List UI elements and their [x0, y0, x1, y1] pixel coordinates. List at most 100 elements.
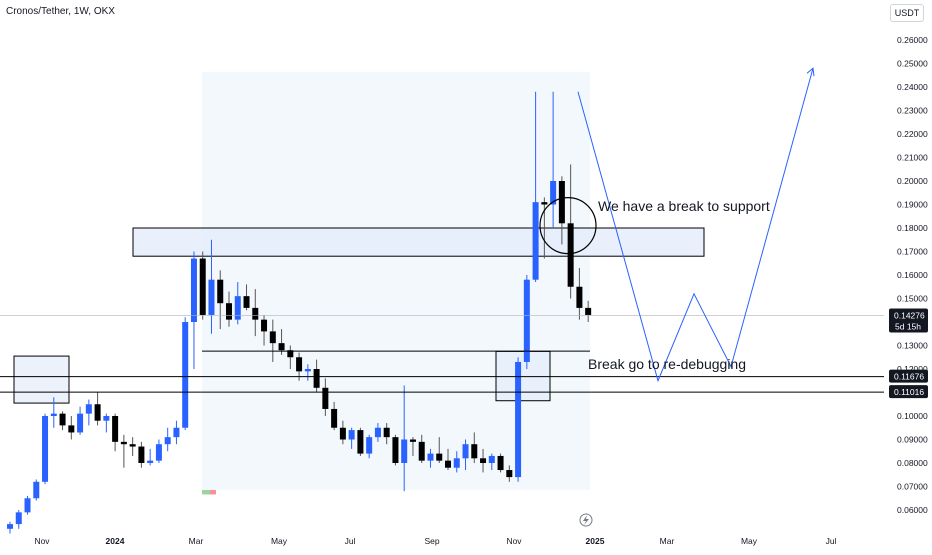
- y-tick-label: 0.24000: [897, 82, 928, 92]
- candle-body: [550, 181, 557, 205]
- y-tick-label: 0.09000: [897, 435, 928, 445]
- candle-body: [15, 512, 22, 525]
- candle-body: [129, 444, 136, 447]
- candle-body: [278, 343, 285, 351]
- y-tick-label: 0.19000: [897, 200, 928, 210]
- candle-body: [567, 223, 574, 287]
- candle-body: [199, 258, 206, 315]
- candle-body: [576, 286, 583, 308]
- candle-body: [515, 361, 522, 478]
- x-tick-label: May: [271, 536, 288, 546]
- y-tick-label: 0.06000: [897, 505, 928, 515]
- candle-body: [7, 524, 13, 529]
- candle-body: [155, 444, 162, 461]
- candle-body: [85, 404, 92, 414]
- lightning-bolt-icon: [583, 515, 589, 525]
- y-tick-label: 0.18000: [897, 223, 928, 233]
- candle-body: [401, 439, 408, 463]
- candle-body: [243, 296, 250, 308]
- candle-body: [217, 279, 224, 304]
- currency-label[interactable]: USDT: [890, 4, 924, 22]
- candle-body: [348, 430, 355, 440]
- candle-body: [445, 460, 451, 468]
- candle-body: [418, 441, 425, 461]
- candle-body: [24, 498, 31, 513]
- candle-body: [59, 413, 66, 426]
- time-axis: Nov 2024 Mar May Jul Sep Nov 2025 Mar May Jul: [34, 513, 837, 546]
- candle-body: [190, 258, 197, 322]
- x-tick-label: May: [741, 536, 758, 546]
- candle-body: [532, 202, 539, 280]
- candle-body: [304, 369, 311, 372]
- symbol-title[interactable]: Cronos/Tether, 1W, OKX: [6, 6, 115, 17]
- x-tick-label: 2025: [586, 536, 605, 546]
- y-tick-label: 0.25000: [897, 59, 928, 69]
- candle-body: [558, 181, 565, 224]
- level1-price-tag: 0.11676: [894, 372, 924, 382]
- candle-body: [462, 444, 469, 459]
- candle-body: [497, 455, 504, 471]
- projection-arrowhead: [806, 67, 815, 77]
- candle-body: [506, 470, 513, 478]
- y-tick-label: 0.21000: [897, 153, 928, 163]
- candles: [7, 91, 592, 534]
- candle-body: [164, 437, 171, 445]
- y-tick-label: 0.17000: [897, 247, 928, 257]
- candle-body: [409, 439, 416, 442]
- y-tick-label: 0.08000: [897, 458, 928, 468]
- candle-body: [322, 387, 329, 409]
- x-tick-label: Jul: [345, 536, 356, 546]
- candle-body: [296, 357, 303, 372]
- candle-body: [261, 319, 268, 332]
- candle-body: [147, 460, 154, 463]
- candle-body: [480, 458, 487, 463]
- candle-body: [252, 307, 259, 320]
- candle-body: [357, 430, 364, 454]
- candle-body: [173, 427, 180, 438]
- y-tick-label: 0.13000: [897, 341, 928, 351]
- lightning-icon: [579, 513, 593, 527]
- x-tick-label: Mar: [660, 536, 675, 546]
- highlight-circle: [539, 197, 597, 255]
- y-tick-label: 0.16000: [897, 270, 928, 280]
- level1-price-tag-bg: [889, 369, 928, 383]
- candle-body: [103, 416, 110, 421]
- candle-body: [77, 413, 84, 433]
- candle-body: [383, 427, 390, 438]
- candle-body: [339, 427, 346, 440]
- y-tick-label: 0.15000: [897, 294, 928, 304]
- candle-body: [392, 437, 399, 463]
- projection-line: [577, 68, 814, 383]
- x-tick-label: Jul: [826, 536, 837, 546]
- candle-body: [226, 303, 232, 320]
- x-tick-label: Mar: [189, 536, 204, 546]
- candle-body: [33, 481, 40, 499]
- candle-body: [138, 446, 145, 463]
- candle-body: [471, 444, 478, 459]
- annotation-break-support: We have a break to support: [598, 198, 770, 214]
- levels: [0, 197, 884, 393]
- resistance-zone: [132, 227, 705, 257]
- annotation-break-go: Break go to re-debugging: [588, 356, 746, 372]
- y-tick-label: 0.22000: [897, 129, 928, 139]
- candle-body: [208, 279, 215, 315]
- candle-body: [269, 331, 276, 344]
- candle-body: [313, 369, 320, 388]
- candle-body: [234, 296, 241, 320]
- breakout-zone-box: [495, 350, 551, 402]
- vp-range-bg: [202, 71, 590, 491]
- y-tick-label: 0.20000: [897, 176, 928, 186]
- left-zone-box: [13, 355, 70, 404]
- candle-body: [331, 408, 338, 428]
- current-price-tag-bg: [889, 308, 928, 333]
- candle-body: [374, 427, 381, 438]
- y-tick-label: 0.23000: [897, 106, 928, 116]
- current-price-tag-countdown: 5d 15h: [895, 322, 921, 332]
- y-tick-label: 0.26000: [897, 35, 928, 45]
- candle-body: [182, 322, 189, 428]
- price-axis: 0.26000 0.25000 0.24000 0.23000 0.22000 0.210…: [889, 35, 928, 515]
- level2-price-tag-bg: [889, 385, 928, 399]
- current-price-tag: 0.14276: [894, 311, 925, 321]
